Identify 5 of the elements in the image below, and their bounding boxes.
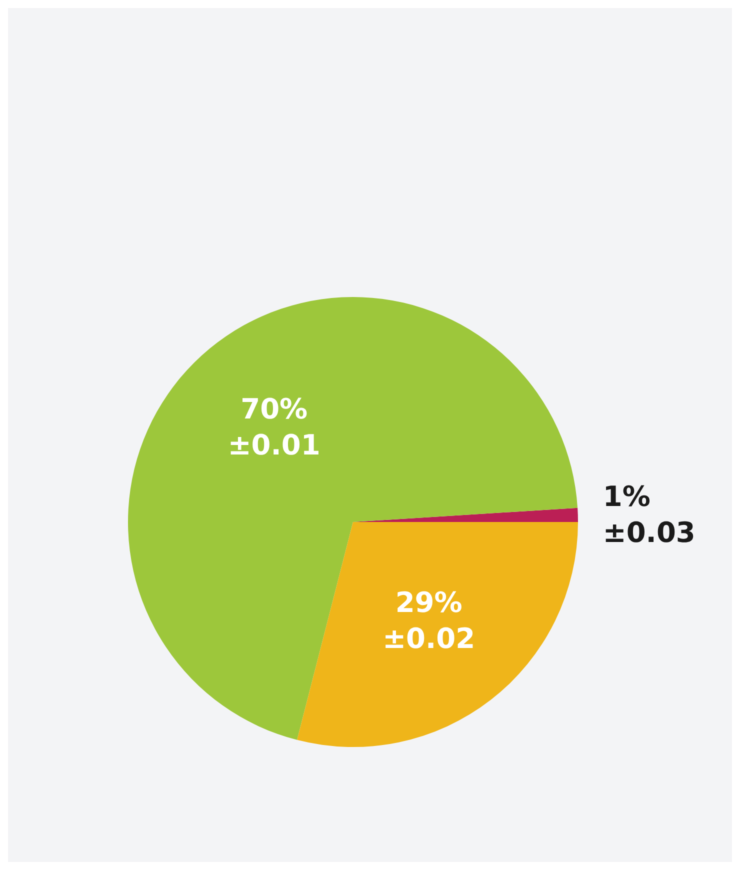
data-label: 29% ±0.02	[382, 585, 476, 654]
pie-slice	[297, 522, 578, 747]
data-label: 70% ±0.01	[228, 392, 320, 462]
pie-slice	[128, 297, 578, 740]
data-label: 1% ±0.03	[602, 479, 696, 548]
